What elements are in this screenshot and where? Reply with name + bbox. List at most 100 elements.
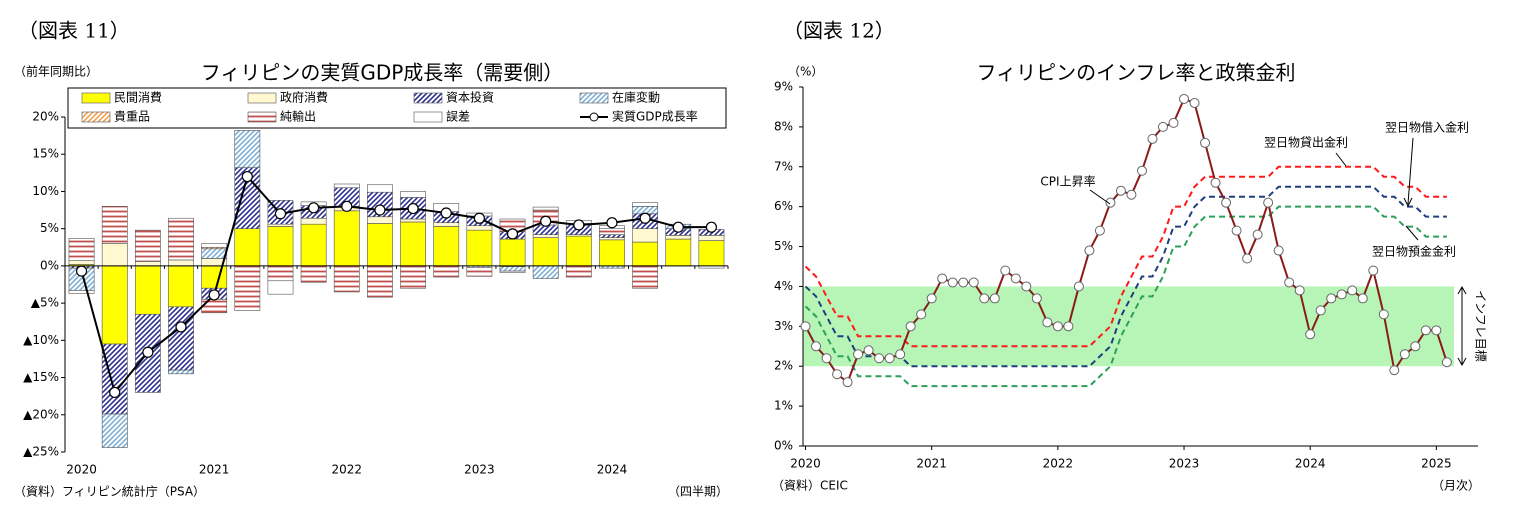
x-note: （四半期） (668, 485, 728, 499)
series-label: 翌日物貸出金利 (1264, 135, 1348, 150)
bar-segment (101, 206, 128, 244)
line-marker (1410, 341, 1421, 352)
line-marker (1420, 325, 1431, 336)
target-arrow (1457, 285, 1467, 367)
line-marker (1094, 225, 1105, 236)
line-marker (811, 341, 822, 352)
line-marker (75, 265, 88, 277)
bar-segment (234, 265, 261, 311)
bar-segment (466, 229, 493, 267)
x-tick-label: 2024 (1295, 457, 1326, 471)
line-marker (1389, 365, 1400, 376)
bar-segment (499, 238, 526, 267)
bar-segment (134, 229, 161, 262)
y-tick-label: 3% (774, 319, 793, 333)
bar-segment (101, 343, 128, 415)
bar-segment (168, 265, 194, 308)
line-marker (800, 321, 811, 332)
x-tick-label: 2021 (916, 457, 947, 471)
line-marker (1378, 309, 1389, 320)
x-note: （月次） (1432, 479, 1480, 493)
line-marker (1431, 325, 1442, 336)
line-marker (926, 293, 937, 304)
line-marker (1242, 253, 1253, 264)
x-tick-label: 2020 (66, 463, 97, 477)
bar-segment (168, 259, 194, 267)
bar-segment (68, 260, 95, 265)
bar-segment (433, 265, 460, 278)
legend-label: 誤差 (446, 109, 470, 124)
line-marker (341, 200, 353, 212)
legend-swatch (247, 111, 277, 123)
bar-segment (532, 265, 559, 279)
bar-segment (367, 184, 393, 193)
line-marker (274, 208, 287, 220)
bar-segment (632, 228, 659, 243)
y-tick-label: ▲15% (23, 370, 59, 384)
bar-segment (466, 225, 493, 231)
annotation-arrow (1403, 197, 1413, 208)
line-marker (979, 293, 990, 304)
line-marker (1284, 277, 1295, 288)
line-marker (1179, 93, 1190, 104)
bar-segment (333, 210, 360, 267)
line-marker (968, 277, 979, 288)
y-tick-label: ▲25% (23, 445, 59, 459)
line-marker (916, 309, 927, 320)
bar-segment (400, 265, 426, 289)
bar-segment (234, 130, 261, 168)
bar-segment (433, 226, 460, 267)
bar-segment (333, 265, 360, 293)
bar-segment (565, 265, 592, 278)
line-series (804, 185, 1447, 368)
line-marker (1115, 185, 1126, 196)
y-tick-label: 2% (774, 359, 793, 373)
y-tick-label: ▲5% (31, 296, 59, 310)
legend-box (67, 87, 727, 129)
line-marker (175, 321, 187, 333)
chart-title: フィリピンのインフレ率と政策金利 (977, 61, 1296, 85)
annotations: CPI上昇率 翌日物貸出金利 翌日物借入金利 翌日物預金金利 インフレ目標 (1040, 120, 1488, 367)
bar-segment (168, 217, 194, 261)
y-tick-label: 8% (774, 119, 793, 133)
series-label: 翌日物借入金利 (1385, 120, 1469, 135)
bar-segment (532, 234, 559, 238)
line-marker (109, 386, 121, 399)
y-tick-label: 5% (40, 221, 59, 235)
y-axis-label: （前年同期比） (14, 64, 98, 79)
line-marker (905, 321, 916, 332)
bar-segment (599, 237, 625, 241)
legend-label: 在庫変動 (612, 90, 660, 105)
bar-segment (400, 221, 426, 267)
line-marker (989, 293, 1000, 304)
line-marker (1368, 265, 1379, 276)
bar-segment (632, 265, 659, 289)
legend-label: 政府消費 (280, 90, 328, 105)
line-series (804, 205, 1447, 388)
source: （資料）CEIC (772, 479, 848, 493)
legend-swatch (589, 112, 599, 122)
bar-segment (134, 265, 161, 315)
line-marker (606, 217, 618, 229)
line-marker (705, 221, 718, 233)
line-marker (1052, 321, 1063, 332)
line-marker (884, 353, 895, 364)
bar-segment (632, 241, 659, 267)
line-marker (895, 349, 906, 360)
bar-segment (466, 267, 493, 277)
legend-label: 資本投資 (446, 90, 494, 105)
y-tick-label: 0% (774, 439, 793, 453)
bar-segment (599, 239, 625, 267)
bar-segment (565, 235, 592, 267)
bar-segment (665, 235, 692, 240)
x-tick-label: 2023 (1169, 457, 1200, 471)
legend-swatch (81, 92, 111, 104)
y-tick-label: 15% (32, 147, 59, 161)
bar-segment (400, 218, 426, 223)
line-marker (1200, 137, 1211, 148)
bar-segment (698, 240, 725, 267)
line-marker (1073, 281, 1084, 292)
bar-segment (267, 265, 294, 282)
line-marker (1010, 273, 1021, 284)
